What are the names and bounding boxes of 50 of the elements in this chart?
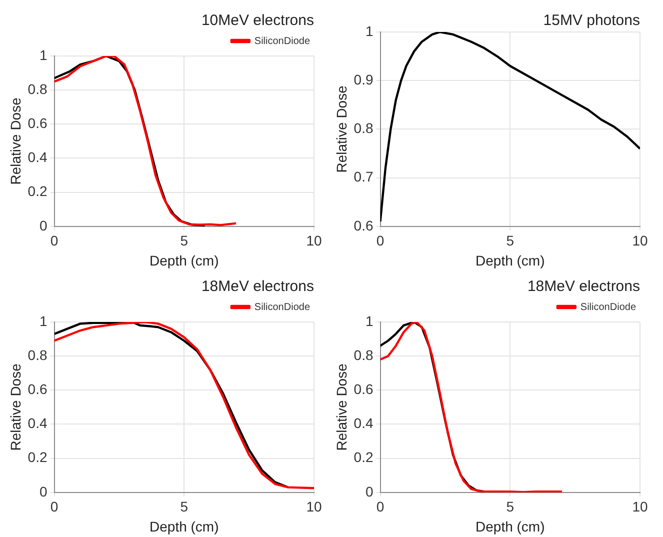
x-tick-label: 0 bbox=[50, 232, 58, 249]
y-tick-label: 0.8 bbox=[354, 120, 374, 136]
y-tick-label: 0 bbox=[365, 483, 374, 500]
y-tick-label: 0 bbox=[39, 217, 48, 234]
x-tick-label: 5 bbox=[506, 498, 514, 515]
y-tick-label: 0.4 bbox=[28, 415, 48, 432]
y-tick-label: 0.2 bbox=[354, 449, 374, 466]
y-tick-label: 0.8 bbox=[354, 346, 374, 363]
y-tick-label: 1 bbox=[39, 46, 48, 63]
x-axis-title: Depth (cm) bbox=[150, 252, 219, 268]
y-axis-title: Relative Dose bbox=[7, 97, 24, 185]
x-tick-label: 5 bbox=[180, 232, 188, 249]
y-axis-title: Relative Dose bbox=[7, 363, 24, 451]
legend-label: SiliconDiode bbox=[254, 36, 310, 47]
x-axis-title: Depth (cm) bbox=[476, 518, 545, 534]
y-tick-label: 0.4 bbox=[354, 415, 374, 432]
y-tick-label: 0.2 bbox=[28, 183, 48, 200]
chart-title: 10MeV electrons bbox=[201, 12, 314, 30]
x-tick-label: 0 bbox=[376, 232, 384, 249]
y-tick-label: 0.7 bbox=[354, 168, 374, 185]
y-tick-label: 0.9 bbox=[354, 71, 374, 88]
chart-title: 18MeV electrons bbox=[201, 278, 314, 296]
x-tick-label: 0 bbox=[50, 498, 58, 515]
y-tick-label: 0.6 bbox=[28, 381, 48, 398]
y-tick-label: 0.8 bbox=[28, 80, 48, 97]
x-tick-label: 10 bbox=[306, 232, 322, 249]
y-tick-label: 1 bbox=[365, 312, 374, 329]
y-tick-label: 0.8 bbox=[28, 346, 48, 363]
y-axis-title: Relative Dose bbox=[333, 85, 350, 173]
chart-title: 18MeV electrons bbox=[527, 278, 640, 296]
y-axis-title: Relative Dose bbox=[333, 363, 350, 451]
legend-label: SiliconDiode bbox=[580, 302, 636, 313]
legend-label: SiliconDiode bbox=[254, 302, 310, 313]
y-tick-label: 1 bbox=[39, 312, 48, 329]
x-tick-label: 5 bbox=[506, 232, 514, 249]
x-tick-label: 0 bbox=[376, 498, 384, 515]
y-tick-label: 1 bbox=[365, 22, 374, 39]
y-tick-label: 0.6 bbox=[28, 115, 48, 132]
y-tick-label: 0.4 bbox=[28, 149, 48, 166]
x-axis-title: Depth (cm) bbox=[476, 252, 545, 268]
x-tick-label: 10 bbox=[632, 498, 648, 515]
chart-title: 15MV photons bbox=[543, 12, 640, 30]
y-tick-label: 0.2 bbox=[28, 449, 48, 466]
y-tick-label: 0 bbox=[39, 483, 48, 500]
y-tick-label: 0.6 bbox=[354, 217, 374, 234]
x-axis-title: Depth (cm) bbox=[150, 518, 219, 534]
y-tick-label: 0.6 bbox=[354, 381, 374, 398]
x-tick-label: 10 bbox=[306, 498, 322, 515]
x-tick-label: 10 bbox=[632, 232, 648, 249]
x-tick-label: 5 bbox=[180, 498, 188, 515]
